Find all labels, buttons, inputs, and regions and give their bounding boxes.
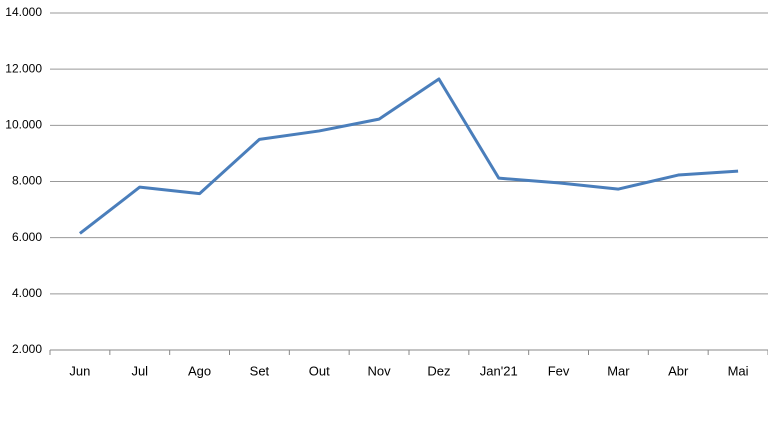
y-tick-label: 12.000	[5, 61, 42, 75]
x-tick-label: Set	[250, 363, 270, 378]
x-tick-label: Abr	[668, 363, 689, 378]
x-tick-label: Jul	[131, 363, 148, 378]
x-tick-label: Nov	[368, 363, 392, 378]
y-tick-label: 8.000	[12, 174, 42, 188]
x-tick-label: Fev	[548, 363, 570, 378]
x-tick-label: Dez	[427, 363, 450, 378]
x-tick-label: Jan'21	[480, 363, 518, 378]
x-tick-label: Ago	[188, 363, 211, 378]
x-tick-label: Out	[309, 363, 330, 378]
x-tick-label: Mai	[728, 363, 749, 378]
data-line	[78, 77, 739, 235]
y-tick-label: 2.000	[12, 342, 42, 356]
y-tick-label: 10.000	[5, 118, 42, 132]
x-tick-label: Jun	[69, 363, 90, 378]
y-tick-label: 4.000	[12, 286, 42, 300]
y-tick-label: 14.000	[5, 5, 42, 19]
y-tick-label: 6.000	[12, 230, 42, 244]
x-tick-label: Mar	[607, 363, 630, 378]
